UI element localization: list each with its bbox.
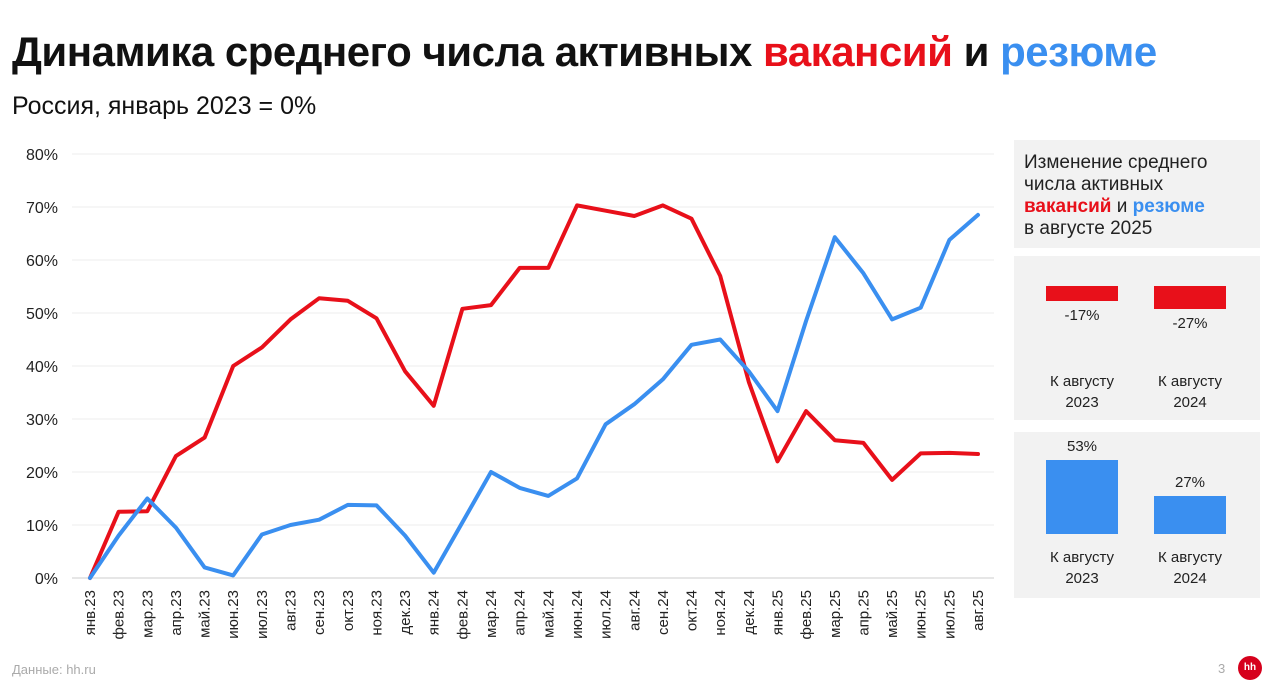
series-line-resumes [88,212,980,580]
vacancies-value-2023: -17% [1064,306,1100,324]
x-tick-label: июн.23 [225,590,242,639]
panel-head-line4: в августе 2025 [1024,218,1153,239]
y-tick-label: 0% [35,571,58,588]
page-subtitle: Россия, январь 2023 = 0% [12,92,317,120]
title-text: Динамика среднего числа активных [12,28,764,75]
resumes-bar-2023 [1046,459,1118,534]
caption-year: 2023 [1065,570,1099,587]
caption-year: 2024 [1173,570,1207,587]
caption-year: 2024 [1173,394,1207,411]
x-tick-label: янв.23 [82,590,99,635]
vacancies-change-panel: -17% К августу 2023 -27% К августу 2024 [1014,256,1260,420]
resumes-bar-2024 [1154,496,1226,534]
y-tick-label: 70% [26,200,58,217]
x-tick-label: дек.24 [741,590,758,635]
x-tick-label: окт.23 [340,590,357,631]
x-tick-label: май.25 [884,590,901,638]
y-tick-label: 80% [26,147,58,164]
caption-line: К августу [1157,549,1223,566]
hh-logo: hh [1238,656,1262,680]
x-tick-label: янв.25 [769,590,786,635]
x-tick-label: апр.23 [168,590,185,636]
resumes-caption-2023: К августу 2023 [1027,547,1137,589]
x-tick-label: июн.25 [913,590,930,639]
caption-line: К августу [1049,549,1115,566]
y-tick-label: 50% [26,306,58,323]
x-tick-label: дек.23 [397,590,414,635]
page-number: 3 [1218,661,1226,676]
resumes-caption-2024: К августу 2024 [1135,547,1245,589]
panel-head-vacancies: вакансий [1024,196,1112,217]
x-tick-label: май.24 [540,590,557,638]
vacancies-value-2024: -27% [1172,315,1208,333]
x-tick-label: авг.23 [283,590,300,631]
x-tick-label: июл.24 [598,590,615,639]
x-tick-label: фев.23 [111,590,128,640]
title-and: и [952,28,1001,75]
vacancies-caption-2023: К августу 2023 [1027,371,1137,413]
resumes-value-2024: 27% [1174,474,1206,492]
x-tick-label: сен.24 [655,590,672,635]
x-tick-label: авг.25 [970,590,987,631]
title-vacancies: вакансий [763,28,953,75]
x-tick-label: фев.24 [454,590,471,640]
x-tick-label: июл.25 [941,590,958,639]
vacancies-bar-2024 [1154,286,1226,310]
y-tick-label: 10% [26,518,58,535]
x-tick-label: мар.23 [139,590,156,638]
y-tick-label: 40% [26,359,58,376]
series-line-vacancies [88,203,980,580]
y-tick-label: 20% [26,465,58,482]
caption-line: К августу [1049,373,1115,390]
chart-series [88,203,980,580]
x-tick-label: июл.23 [254,590,271,639]
x-tick-label: апр.25 [855,590,872,636]
x-tick-label: мар.25 [827,590,844,638]
x-tick-label: янв.24 [426,590,443,635]
x-tick-label: сен.23 [311,590,328,635]
x-tick-label: ноя.23 [368,590,385,636]
resumes-change-panel: 53% К августу 2023 27% К августу 2024 [1014,432,1260,598]
x-tick-label: июн.24 [569,590,586,639]
x-tick-label: авг.24 [626,590,643,631]
side-panel-header: Изменение среднего числа активных ваканс… [1014,140,1260,248]
title-resumes: резюме [1000,28,1157,75]
chart-grid [72,153,994,579]
resumes-value-2023: 53% [1066,437,1098,455]
caption-line: К августу [1157,373,1223,390]
caption-year: 2023 [1065,394,1099,411]
vacancies-bar-2023 [1046,286,1118,301]
panel-head-line1: Изменение среднего [1024,152,1208,173]
x-tick-label: апр.24 [512,590,529,636]
data-source: Данные: hh.ru [12,662,96,677]
x-axis-ticks: янв.23 фев.23 мар.23 апр.23 май.23 июн.23 июл.… [82,590,987,640]
y-tick-label: 60% [26,253,58,270]
x-tick-label: окт.24 [684,590,701,631]
page-title: Динамика среднего числа активных ваканси… [12,28,1157,76]
vacancies-caption-2024: К августу 2024 [1135,371,1245,413]
y-axis-ticks: 0% 10% 20% 30% 40% 50% 60% 70% 80% [26,147,58,588]
panel-head-and: и [1111,196,1133,217]
line-chart: 0% 10% 20% 30% 40% 50% 60% 70% 80% янв.23 фев.23 м… [26,147,994,640]
x-tick-label: ноя.24 [712,590,729,636]
panel-head-line2: числа активных [1024,174,1164,195]
panel-head-resumes: резюме [1132,196,1205,217]
y-tick-label: 30% [26,412,58,429]
x-tick-label: мар.24 [483,590,500,638]
x-tick-label: фев.25 [798,590,815,640]
x-tick-label: май.23 [197,590,214,638]
